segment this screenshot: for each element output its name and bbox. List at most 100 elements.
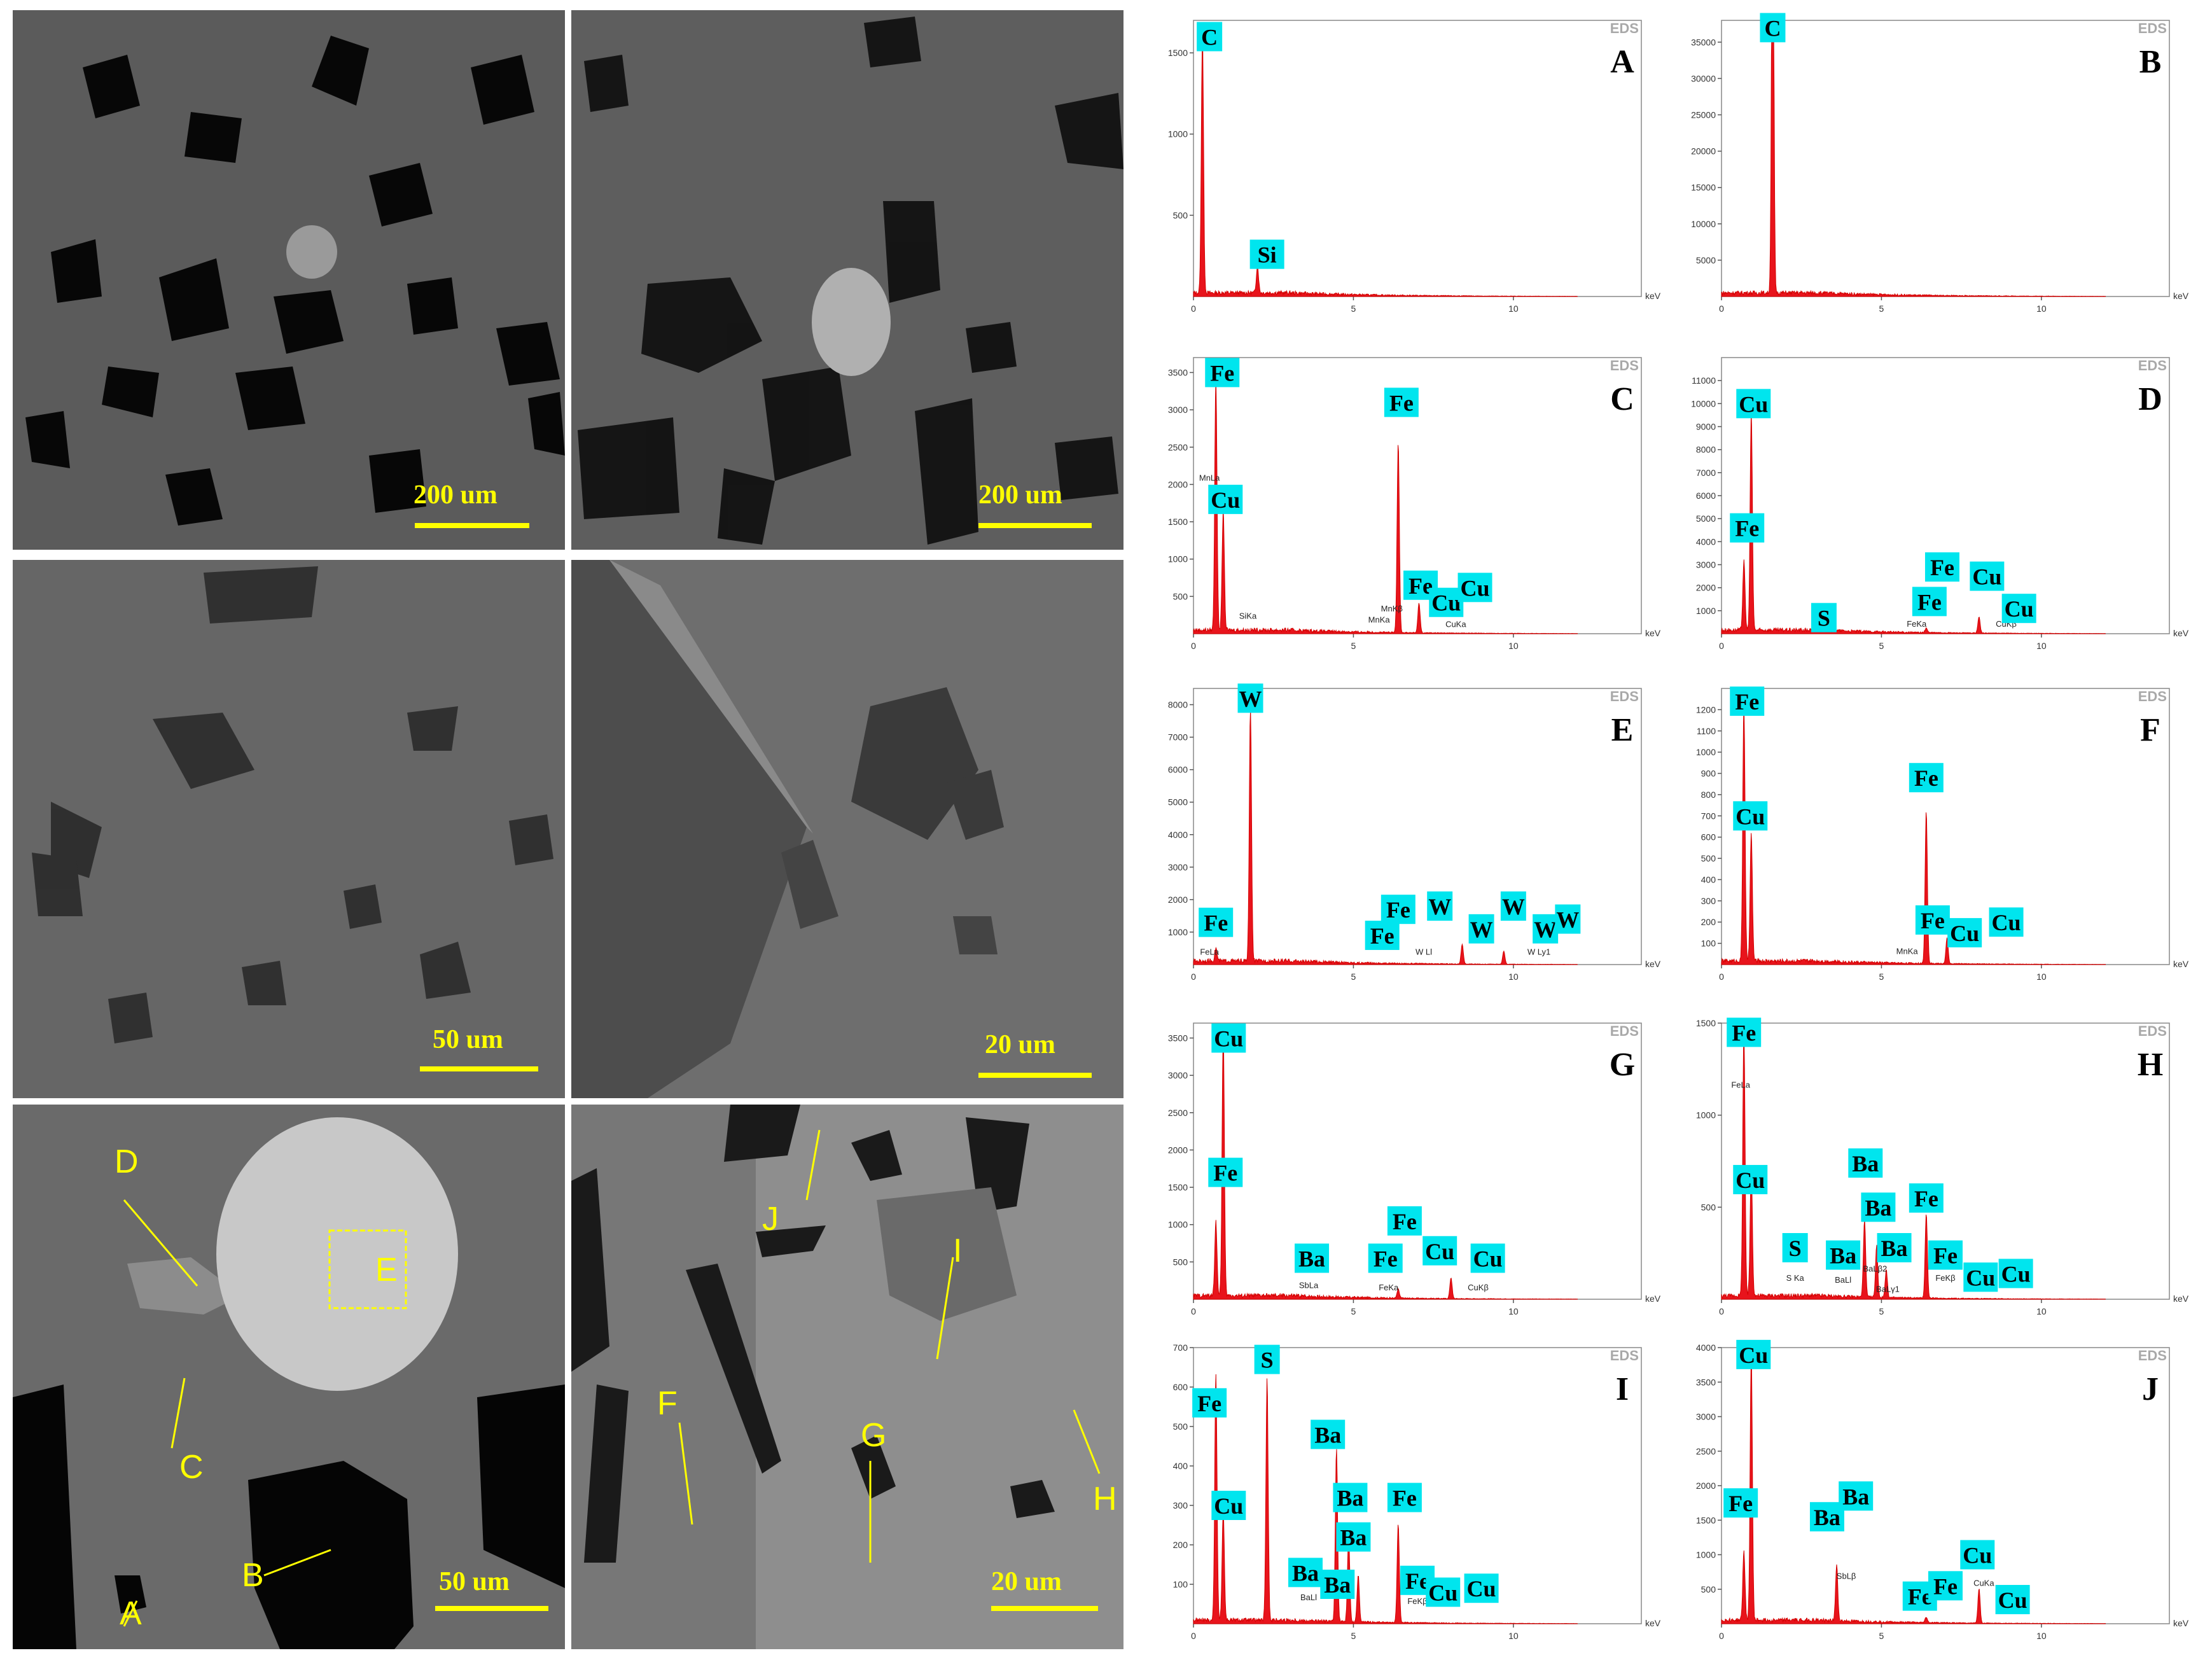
element-tag: Fe xyxy=(1192,1388,1227,1418)
element-tag: Fe xyxy=(1909,763,1944,793)
x-tick-label: 5 xyxy=(1351,641,1356,651)
label-c: C xyxy=(179,1449,204,1486)
label-i: I xyxy=(953,1232,963,1269)
line-label: SbLa xyxy=(1299,1280,1319,1290)
element-tag-text: Cu xyxy=(1428,1580,1457,1605)
element-tag-text: S xyxy=(1261,1348,1274,1373)
x-tick-label: 0 xyxy=(1191,1306,1196,1316)
x-tick-label: 0 xyxy=(1191,303,1196,314)
panel-letter: B xyxy=(2139,44,2162,80)
y-tick-label: 1000 xyxy=(1696,1550,1716,1560)
y-tick-label: 100 xyxy=(1701,938,1716,949)
element-tag-text: Ba xyxy=(1881,1236,1908,1261)
panel-letter: D xyxy=(2138,381,2162,417)
element-tag: W xyxy=(1468,914,1494,944)
x-tick-label: 10 xyxy=(1508,1631,1519,1641)
scale-bar xyxy=(978,1073,1092,1078)
spectrum-trace xyxy=(1193,1028,1578,1300)
line-label: MnLa xyxy=(1199,473,1220,483)
element-tag: Cu xyxy=(1995,1585,2030,1615)
spectrum-trace xyxy=(1721,1352,2106,1624)
element-tag-text: Fe xyxy=(1409,573,1433,599)
element-tag-text: Cu xyxy=(2005,596,2034,622)
y-tick-label: 2000 xyxy=(1696,583,1716,593)
x-tick-label: 10 xyxy=(2036,303,2047,314)
element-tag-text: Ba xyxy=(1842,1484,1869,1509)
y-tick-label: 11000 xyxy=(1692,375,1716,386)
scale-bar xyxy=(420,1066,538,1071)
x-tick-label: 10 xyxy=(1508,303,1519,314)
line-label: CuKa xyxy=(1445,619,1466,629)
x-tick-label: 0 xyxy=(1191,641,1196,651)
element-tag-text: Fe xyxy=(1729,1491,1753,1516)
element-tag-text: Fe xyxy=(1930,555,1954,580)
x-tick-label: 10 xyxy=(1508,1306,1519,1316)
element-tag: Fe xyxy=(1912,587,1947,617)
element-tag-text: Cu xyxy=(1214,1493,1243,1519)
element-tag: Cu xyxy=(1947,917,1982,947)
panel-letter: J xyxy=(2142,1371,2159,1407)
y-tick-label: 200 xyxy=(1701,917,1716,927)
y-tick-label: 3500 xyxy=(1168,1033,1188,1043)
element-tag: Cu xyxy=(1998,1259,2033,1288)
label-h: H xyxy=(1093,1481,1117,1517)
y-tick-label: 4000 xyxy=(1696,1343,1716,1353)
y-tick-label: 700 xyxy=(1701,811,1716,821)
element-tag: Ba xyxy=(1320,1570,1355,1599)
eds-badge: EDS xyxy=(1610,20,1639,36)
y-tick-label: 800 xyxy=(1701,790,1716,800)
y-tick-label: 1000 xyxy=(1696,606,1716,616)
x-unit-label: keV xyxy=(2173,291,2189,301)
element-tag-text: Fe xyxy=(1210,360,1234,386)
element-tag: Cu xyxy=(1736,389,1771,419)
y-tick-label: 7000 xyxy=(1696,468,1716,478)
line-label: MnKβ xyxy=(1381,604,1403,613)
x-tick-label: 0 xyxy=(1719,303,1724,314)
x-unit-label: keV xyxy=(1645,628,1661,638)
element-tag: Fe xyxy=(1727,1017,1762,1047)
sem-panel-3: 50 um xyxy=(13,560,565,1098)
line-label: BaLβ2 xyxy=(1863,1264,1887,1274)
eds-badge: EDS xyxy=(2138,1348,2167,1364)
scale-label: 20 um xyxy=(991,1567,1062,1596)
element-tag-text: Ba xyxy=(1337,1486,1363,1511)
element-tag-text: C xyxy=(1764,15,1781,41)
element-tag: Ba xyxy=(1877,1232,1912,1262)
y-tick-label: 2000 xyxy=(1696,1481,1716,1491)
y-tick-label: 3000 xyxy=(1168,405,1188,415)
element-tag: Cu xyxy=(1429,587,1464,617)
y-tick-label: 6000 xyxy=(1168,765,1188,775)
y-tick-label: 3500 xyxy=(1696,1377,1716,1387)
element-tag: Cu xyxy=(1211,1023,1246,1053)
element-tag-text: Fe xyxy=(1921,908,1945,933)
x-unit-label: keV xyxy=(2173,1618,2189,1628)
y-tick-label: 300 xyxy=(1701,896,1716,906)
element-tag: Fe xyxy=(1403,570,1438,600)
element-tag-text: Cu xyxy=(1992,910,2021,935)
element-tag-text: Fe xyxy=(1374,1246,1398,1271)
scale-label: 50 um xyxy=(439,1567,510,1596)
element-tag: Fe xyxy=(1387,1206,1422,1236)
line-label: FeLa xyxy=(1731,1080,1750,1089)
element-tag: Fe xyxy=(1387,1482,1422,1512)
y-tick-label: 200 xyxy=(1173,1540,1188,1550)
x-tick-label: 5 xyxy=(1351,303,1356,314)
y-tick-label: 500 xyxy=(1701,1202,1716,1212)
y-tick-label: 25000 xyxy=(1691,109,1716,120)
y-tick-label: 500 xyxy=(1701,1584,1716,1594)
x-unit-label: keV xyxy=(2173,959,2189,969)
element-tag-text: W xyxy=(1428,894,1451,919)
element-tag-text: C xyxy=(1201,25,1218,50)
element-tag-text: Fe xyxy=(1197,1391,1221,1416)
y-tick-label: 1200 xyxy=(1696,704,1716,715)
element-tag: Cu xyxy=(1963,1262,1998,1292)
y-tick-label: 400 xyxy=(1173,1461,1188,1471)
element-tag-text: Fe xyxy=(1389,390,1414,415)
element-tag-text: Fe xyxy=(1914,765,1938,791)
element-tag: Cu xyxy=(1970,561,2005,591)
element-tag-text: Cu xyxy=(1998,1587,2028,1613)
element-tag-text: Cu xyxy=(1736,804,1765,829)
spectrum-trace xyxy=(1721,704,2106,965)
element-tag: Fe xyxy=(1205,358,1240,387)
y-tick-label: 100 xyxy=(1173,1579,1188,1589)
